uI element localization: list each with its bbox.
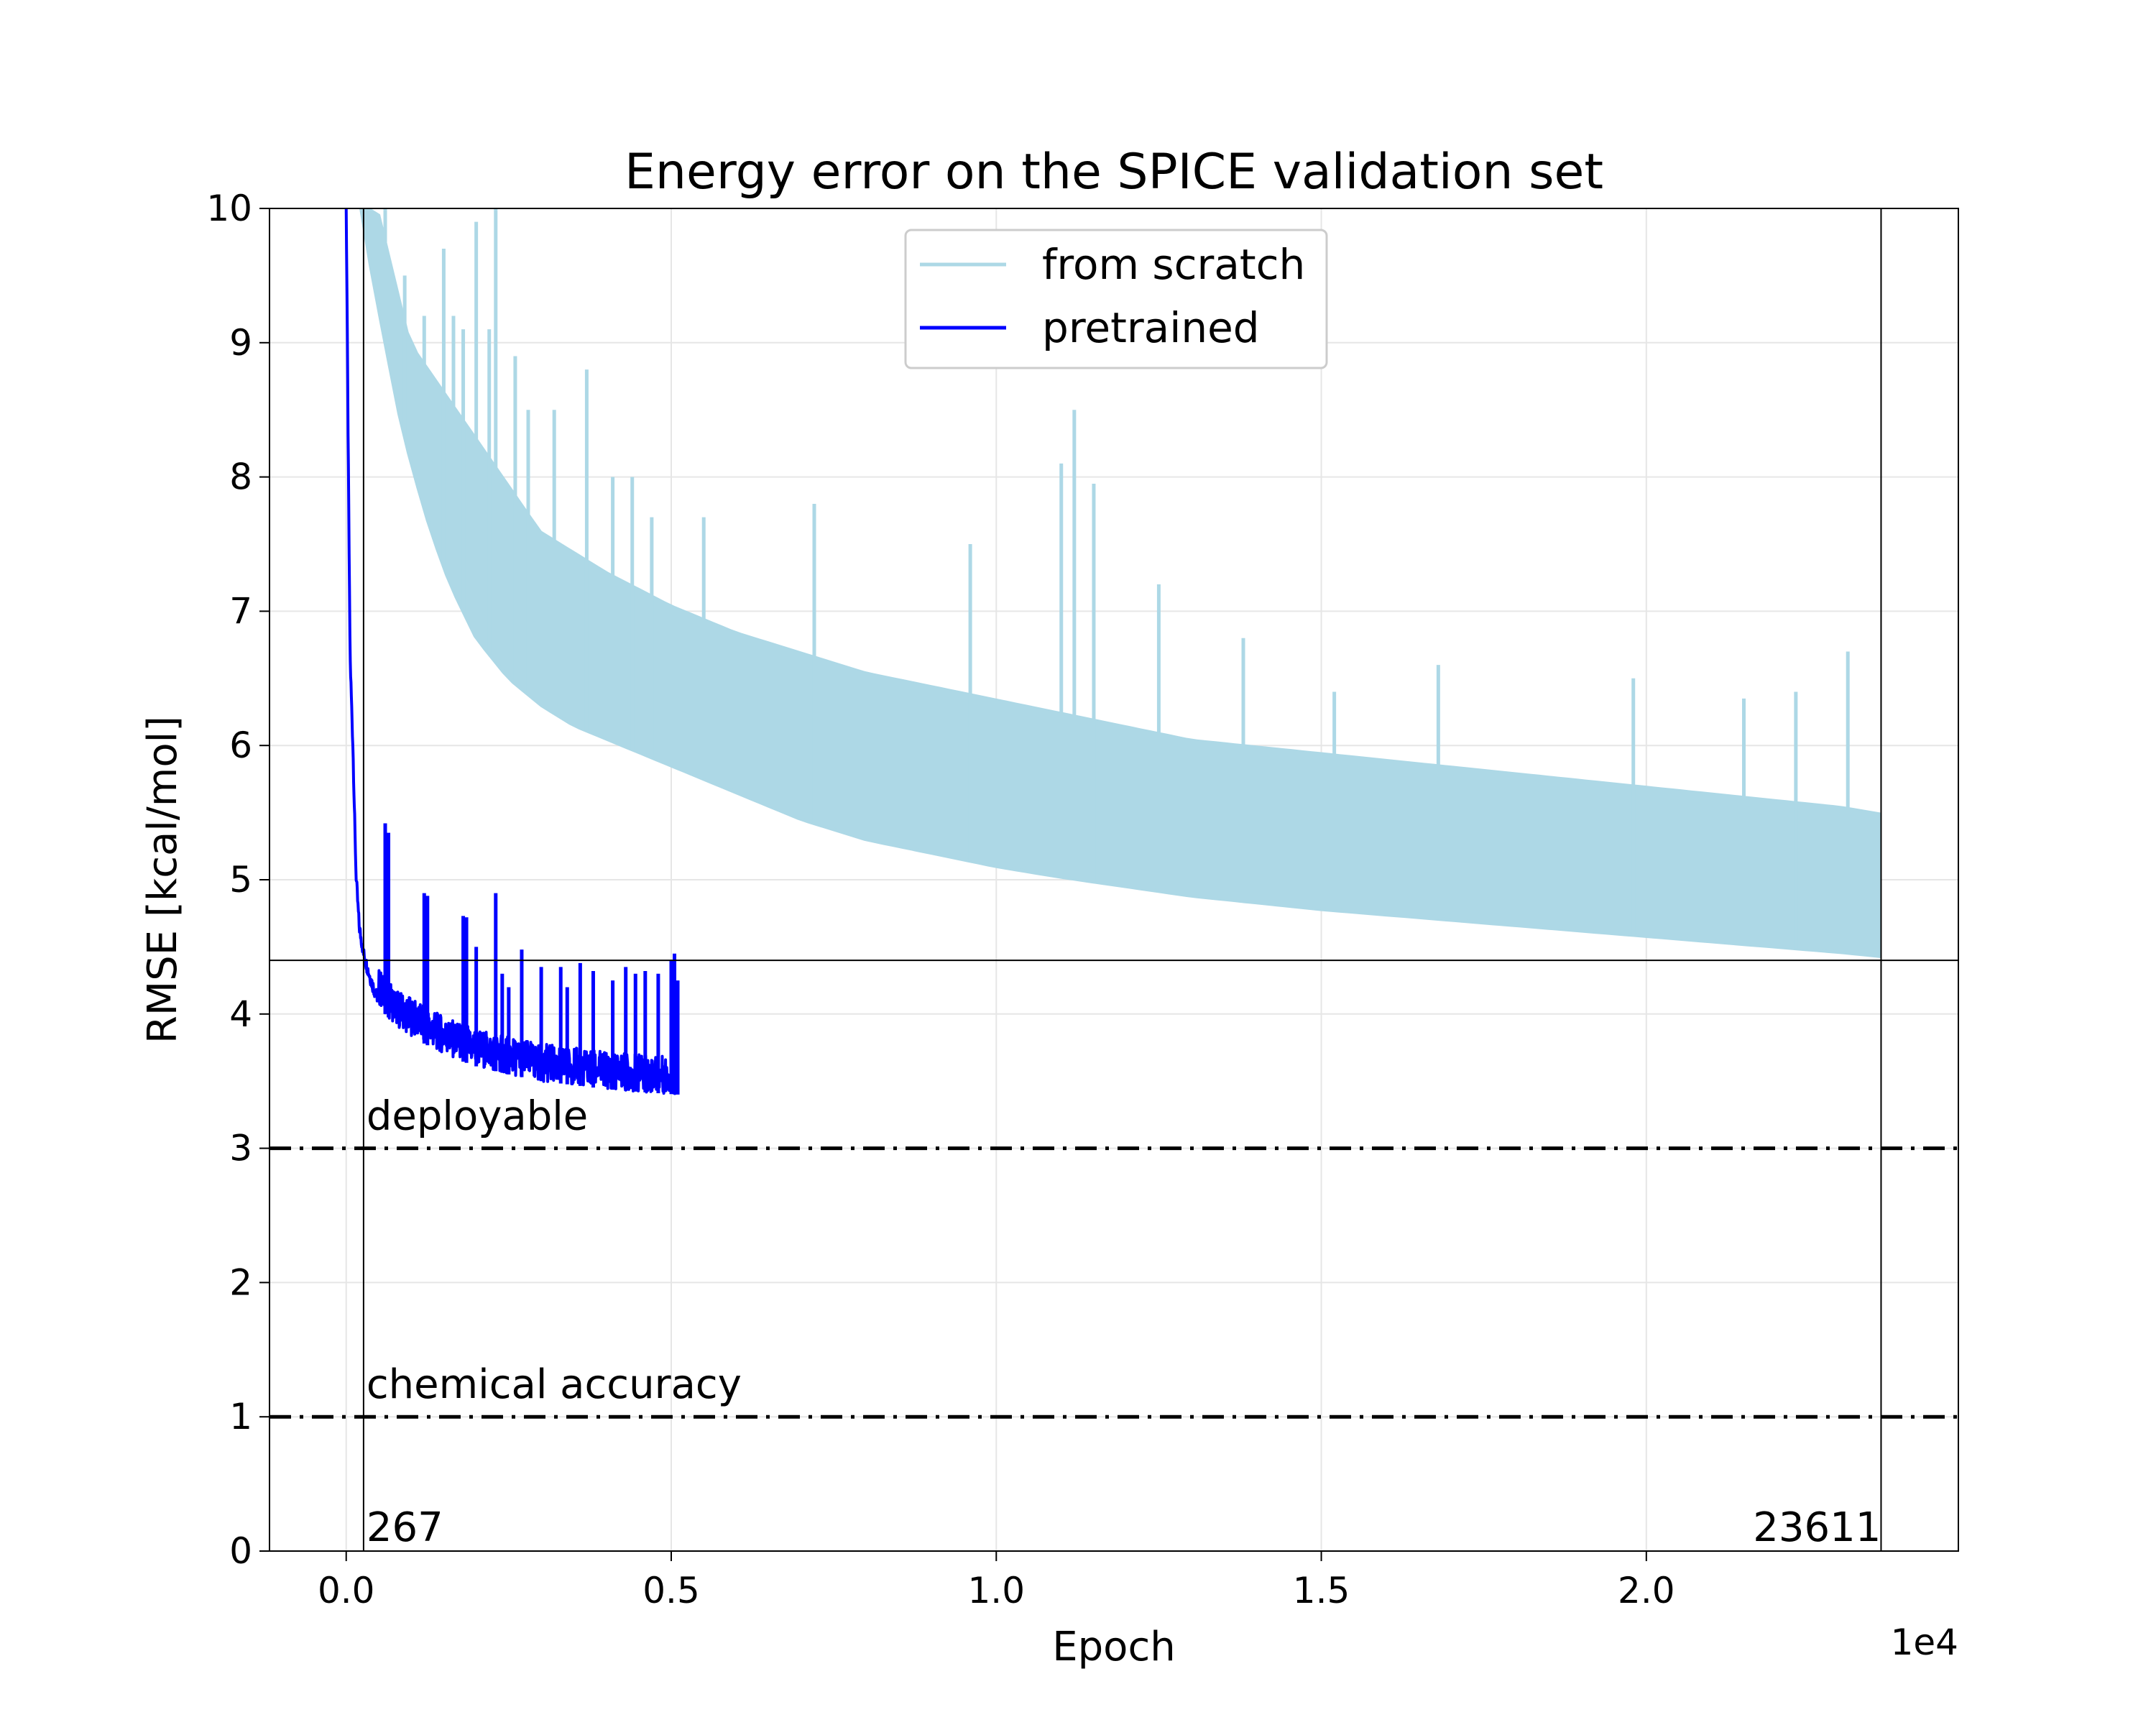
y-tick-label: 6: [229, 724, 252, 766]
reference-label: deployable: [367, 1093, 588, 1140]
y-tick-label: 7: [229, 590, 252, 632]
x-tick-label: 1.5: [1293, 1570, 1350, 1611]
ticks: 0.0 0.5 1.0 1.5 2.0 0 1 2 3 4 5 6 7 8 9 10: [206, 188, 1674, 1611]
y-tick-label: 2: [229, 1261, 252, 1303]
x-tick-label: 1.0: [968, 1570, 1026, 1611]
legend-label-pretrained: pretrained: [1042, 303, 1260, 352]
chart-title: Energy error on the SPICE validation set: [625, 144, 1603, 201]
series-band: [361, 208, 1881, 957]
series-pretrained: [344, 208, 680, 1095]
legend-box: [904, 229, 1328, 369]
y-tick-label: 0: [229, 1530, 252, 1572]
reference-label: chemical accuracy: [367, 1361, 742, 1408]
x-tick-label: 0.0: [318, 1570, 375, 1611]
series-line: [344, 208, 679, 1095]
x-tick-label: 2.0: [1618, 1570, 1675, 1611]
series-layer: [344, 208, 1881, 1095]
series-from-scratch: [359, 208, 1881, 958]
plot-area: deployable chemical accuracy 267 23611: [270, 208, 1958, 1551]
y-tick-label: 5: [229, 859, 252, 901]
y-tick-label: 9: [229, 322, 252, 364]
series-lower-line: [359, 208, 1881, 958]
legend: from scratch pretrained: [904, 229, 1328, 369]
x-offset-text: 1e4: [1891, 1622, 1958, 1663]
reference-label: 267: [367, 1504, 443, 1551]
y-tick-label: 10: [206, 188, 252, 229]
y-axis-label: RMSE [kcal/mol]: [139, 716, 186, 1044]
y-tick-label: 4: [229, 993, 252, 1035]
reference-lines: deployable chemical accuracy 267 23611: [270, 208, 1958, 1551]
legend-label-from-scratch: from scratch: [1042, 240, 1305, 289]
y-tick-label: 3: [229, 1128, 252, 1169]
x-tick-label: 0.5: [642, 1570, 700, 1611]
x-axis-label: Epoch: [1052, 1624, 1175, 1670]
y-tick-label: 8: [229, 456, 252, 498]
reference-label: 23611: [1753, 1504, 1881, 1551]
y-tick-label: 1: [229, 1396, 252, 1438]
